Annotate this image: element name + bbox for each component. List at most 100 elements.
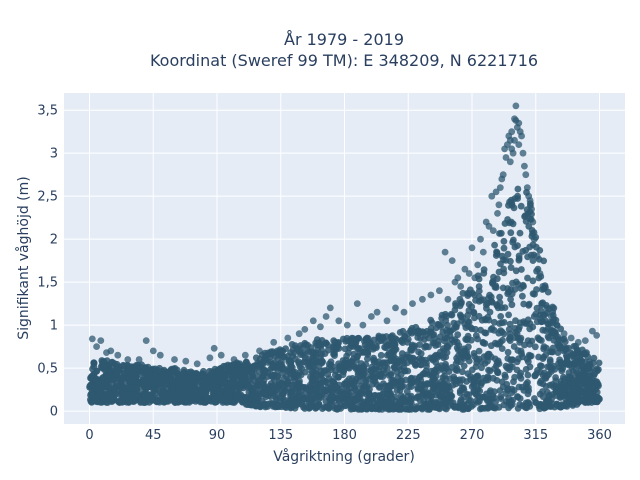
y-tick-label: 3,5 [37, 104, 58, 119]
data-point [583, 349, 590, 357]
data-point [261, 401, 269, 409]
data-point [495, 201, 503, 209]
data-point [489, 227, 497, 235]
data-point [371, 358, 379, 365]
data-point [560, 330, 568, 338]
data-point [472, 332, 480, 339]
data-point [539, 283, 547, 290]
data-point [368, 313, 375, 320]
data-point [93, 378, 101, 386]
data-point [169, 378, 177, 386]
data-point [475, 287, 483, 295]
data-point [501, 304, 509, 311]
data-point [494, 368, 501, 375]
data-point [557, 403, 565, 410]
data-point [479, 374, 487, 382]
data-point [549, 344, 557, 352]
data-point [264, 373, 272, 380]
data-point [270, 371, 278, 379]
data-point [381, 359, 389, 367]
data-point [556, 342, 564, 350]
data-point [436, 287, 443, 295]
data-point [156, 351, 164, 359]
data-point [269, 382, 277, 390]
data-point [593, 388, 601, 396]
data-point [414, 393, 422, 401]
x-tick-label: 0 [85, 428, 93, 443]
data-point [535, 353, 542, 361]
data-point [569, 402, 577, 409]
data-point [552, 377, 560, 385]
data-point [512, 102, 520, 110]
data-point [506, 219, 513, 227]
data-point [524, 253, 531, 261]
data-point [518, 132, 525, 140]
data-point [444, 403, 452, 410]
data-point [520, 300, 528, 308]
data-point [538, 362, 545, 370]
data-point [451, 375, 459, 383]
data-point [287, 349, 294, 356]
data-point [378, 405, 386, 413]
data-point [416, 341, 424, 348]
data-point [390, 356, 398, 363]
data-point [517, 202, 525, 210]
data-point [93, 396, 101, 404]
data-point [479, 394, 486, 401]
data-point [496, 293, 503, 301]
data-point [428, 393, 435, 401]
data-point [289, 394, 296, 402]
data-point [478, 405, 486, 412]
data-point [414, 377, 421, 385]
data-point [583, 364, 591, 371]
data-point [510, 204, 518, 212]
data-point [484, 313, 492, 321]
data-point [126, 368, 133, 376]
data-point [293, 401, 301, 409]
data-point [558, 336, 566, 343]
data-point [459, 314, 467, 321]
data-point [340, 398, 347, 406]
data-point [444, 321, 451, 329]
data-point [465, 307, 473, 314]
data-point [504, 250, 512, 258]
data-point [447, 391, 454, 399]
data-point [585, 385, 593, 392]
data-point [526, 197, 534, 204]
data-point [443, 334, 451, 342]
data-point [289, 381, 297, 389]
data-point [481, 340, 489, 347]
data-point [435, 383, 443, 391]
data-point [261, 390, 269, 398]
data-point [440, 345, 447, 352]
data-point [355, 394, 362, 402]
data-point [519, 353, 526, 361]
data-point [500, 265, 507, 273]
data-point [159, 378, 167, 385]
data-point [526, 325, 534, 333]
data-point [239, 374, 247, 381]
data-point [330, 350, 337, 358]
data-point [464, 322, 472, 330]
data-point [166, 373, 174, 380]
data-point [521, 212, 529, 220]
data-point [415, 328, 423, 336]
data-point [581, 337, 589, 344]
data-point [500, 319, 508, 326]
data-point [397, 371, 405, 378]
data-point [371, 391, 379, 399]
x-tick-label: 135 [268, 428, 293, 443]
data-point [419, 295, 426, 303]
data-point [480, 266, 488, 274]
data-point [320, 367, 328, 375]
data-point [229, 374, 236, 382]
data-point [485, 222, 493, 230]
data-point [516, 229, 524, 237]
data-point [409, 343, 416, 350]
data-point [567, 380, 574, 388]
data-point [428, 319, 436, 326]
data-point [507, 229, 515, 237]
data-point [241, 351, 249, 359]
data-point [312, 349, 320, 357]
data-point [529, 241, 537, 249]
